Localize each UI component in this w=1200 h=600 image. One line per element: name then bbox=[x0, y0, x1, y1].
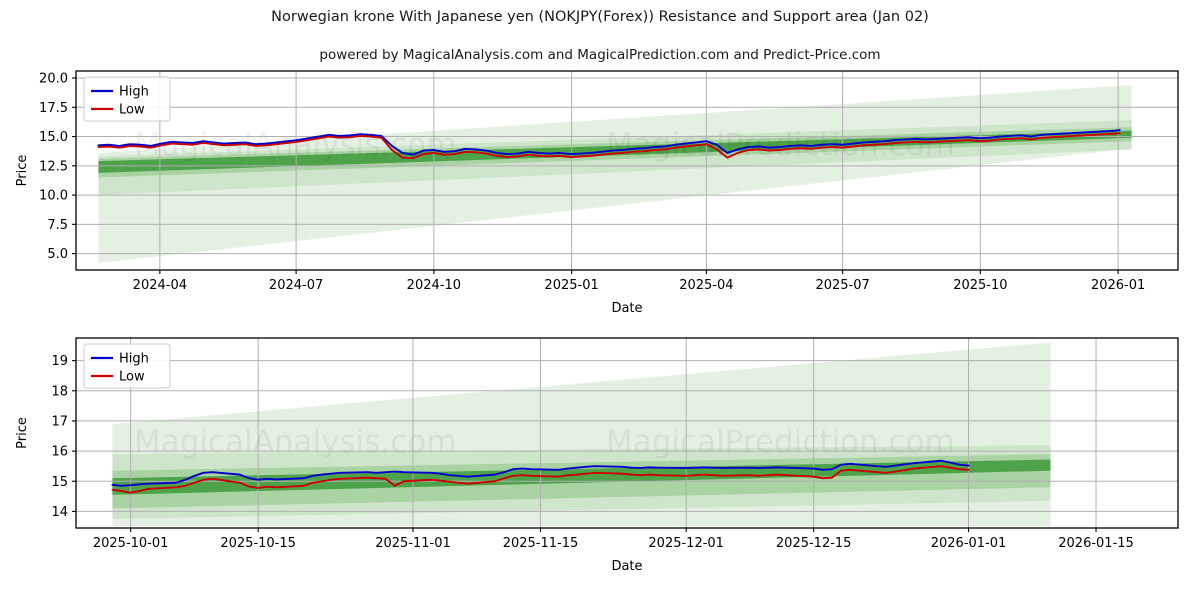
tick-label-x: 2025-10 bbox=[953, 278, 1007, 293]
legend-overview: High Low bbox=[83, 76, 171, 122]
legend-label-high: High bbox=[119, 352, 149, 367]
tick-label-x: 2025-12-01 bbox=[648, 536, 724, 551]
page-title: Norwegian krone With Japanese yen (NOKJP… bbox=[271, 9, 929, 25]
tick-label-y: 18 bbox=[51, 384, 68, 399]
tick-label-y: 12.5 bbox=[39, 159, 68, 174]
tick-label-x: 2025-07 bbox=[815, 278, 869, 293]
chart-panel-overview: MagicalAnalysis.com MagicalPrediction.com… bbox=[15, 70, 1179, 316]
series-line-low bbox=[97, 132, 1121, 160]
tick-label-y: 5.0 bbox=[47, 247, 68, 262]
series-line-low bbox=[111, 465, 970, 494]
tick-label-y: 17.5 bbox=[39, 101, 68, 116]
tick-label-y: 7.5 bbox=[47, 218, 68, 233]
tick-label-x: 2026-01-01 bbox=[931, 536, 1007, 551]
tick-label-x: 2025-10-15 bbox=[220, 536, 296, 551]
watermark-left: MagicalAnalysis.com bbox=[134, 424, 456, 460]
tick-label-x: 2024-07 bbox=[269, 278, 323, 293]
tick-label-x: 2025-11-01 bbox=[375, 536, 451, 551]
legend-label-low: Low bbox=[119, 370, 145, 385]
legend-label-low: Low bbox=[119, 103, 145, 118]
tick-label-x: 2024-10 bbox=[407, 278, 461, 293]
legend-label-high: High bbox=[119, 85, 149, 100]
watermark-right: MagicalPrediction.com bbox=[606, 424, 955, 460]
tick-label-x: 2025-11-15 bbox=[503, 536, 579, 551]
tick-label-y: 16 bbox=[51, 445, 68, 460]
series-line-high bbox=[97, 129, 1121, 156]
tick-label-x: 2025-04 bbox=[679, 278, 733, 293]
series-line-high bbox=[111, 459, 970, 487]
axis-label-x: Date bbox=[611, 301, 642, 316]
plot-area-zoom: MagicalAnalysis.com MagicalPrediction.com bbox=[76, 338, 1178, 528]
tick-label-x: 2025-10-01 bbox=[93, 536, 169, 551]
plot-border bbox=[75, 337, 1179, 529]
legend-zoom: High Low bbox=[83, 343, 171, 389]
tick-label-y: 10.0 bbox=[39, 189, 68, 204]
tick-label-y: 15.0 bbox=[39, 130, 68, 145]
tick-label-x: 2026-01 bbox=[1091, 278, 1145, 293]
chart-panel-zoom: MagicalAnalysis.com MagicalPrediction.com… bbox=[15, 337, 1179, 574]
tick-label-y: 17 bbox=[51, 414, 68, 429]
watermark-right: MagicalPrediction.com bbox=[606, 127, 955, 163]
tick-label-y: 14 bbox=[51, 505, 68, 520]
axis-label-y: Price bbox=[15, 417, 30, 449]
tick-label-y: 15 bbox=[51, 475, 68, 490]
tick-label-x: 2025-01 bbox=[544, 278, 598, 293]
axis-label-x: Date bbox=[611, 559, 642, 574]
tick-label-x: 2026-01-15 bbox=[1058, 536, 1134, 551]
tick-label-y: 19 bbox=[51, 354, 68, 369]
tick-label-y: 20.0 bbox=[39, 72, 68, 87]
axis-label-y: Price bbox=[15, 155, 30, 187]
tick-label-x: 2025-12-15 bbox=[776, 536, 852, 551]
page-subtitle: powered by MagicalAnalysis.com and Magic… bbox=[319, 47, 881, 63]
tick-label-x: 2024-04 bbox=[133, 278, 187, 293]
plot-border bbox=[75, 70, 1179, 271]
plot-area-overview: MagicalAnalysis.com MagicalPrediction.com bbox=[76, 71, 1178, 270]
